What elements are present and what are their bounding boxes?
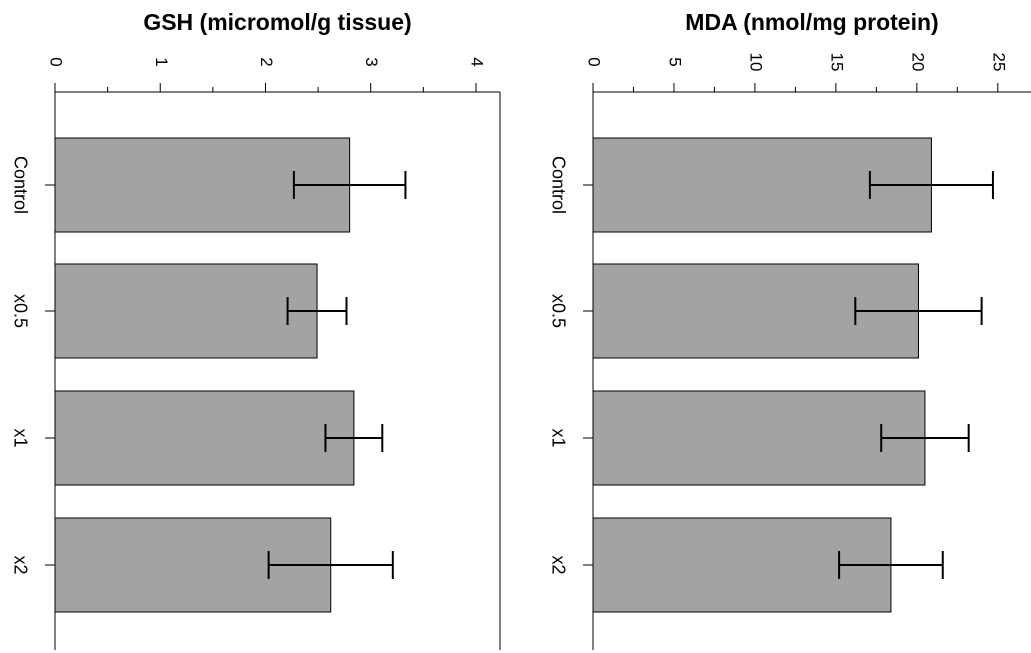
mda-tick-label: 15: [827, 53, 846, 72]
mda-category-label: x2: [548, 555, 568, 574]
gsh-tick-label: 2: [257, 57, 276, 66]
gsh-category-label: Control: [10, 156, 30, 214]
mda-bar: [592, 390, 926, 486]
gsh-bar: [54, 263, 318, 359]
gsh-bar: [54, 390, 355, 486]
mda-tick-label: 25: [989, 53, 1008, 72]
mda-tick-label: 5: [665, 57, 684, 66]
gsh-tick-label: 0: [47, 57, 66, 66]
mda-tick-label: 10: [746, 53, 765, 72]
mda-panel-title: MDA (nmol/mg protein): [685, 9, 939, 35]
gsh-category-label: x1: [10, 428, 30, 447]
mda-tick-label: 20: [908, 53, 927, 72]
mda-category-label: Control: [548, 156, 568, 214]
mda-category-label: x1: [548, 428, 568, 447]
mda-tick-label: 0: [585, 57, 604, 66]
gsh-tick-label: 3: [362, 57, 381, 66]
gsh-category-label: x2: [10, 555, 30, 574]
gsh-panel-title: GSH (micromol/g tissue): [143, 9, 412, 35]
gsh-category-label: x0.5: [10, 294, 30, 328]
gsh-tick-label: 4: [467, 57, 486, 66]
mda-category-label: x0.5: [548, 294, 568, 328]
gsh-tick-label: 1: [152, 57, 171, 66]
